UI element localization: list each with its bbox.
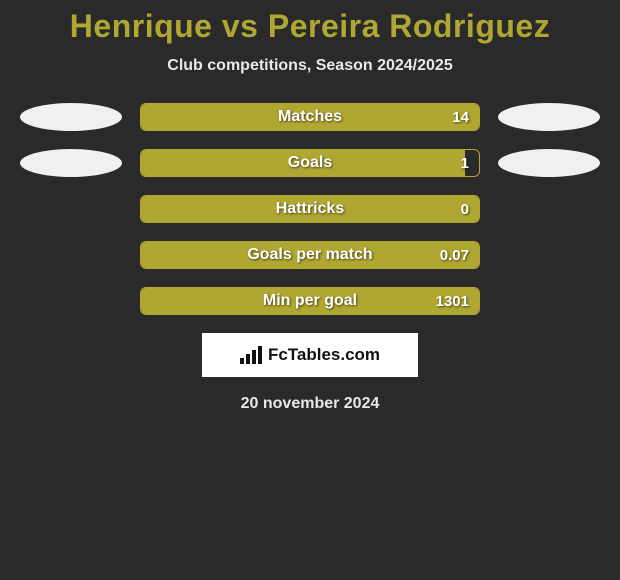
stat-row: Goals per match0.07 (0, 241, 620, 269)
brand-text: FcTables.com (268, 345, 380, 365)
brand-badge: FcTables.com (202, 333, 418, 377)
stat-label: Matches (141, 104, 479, 130)
right-ellipse (498, 149, 600, 177)
stat-value: 1301 (436, 288, 469, 314)
stat-row: Min per goal1301 (0, 287, 620, 315)
stat-label: Min per goal (141, 288, 479, 314)
stat-value: 0.07 (440, 242, 469, 268)
stat-row: Goals1 (0, 149, 620, 177)
page-title: Henrique vs Pereira Rodriguez (0, 8, 620, 45)
bar-chart-icon (240, 346, 262, 364)
stat-bar: Goals1 (140, 149, 480, 177)
stat-bar: Hattricks0 (140, 195, 480, 223)
date-text: 20 november 2024 (0, 395, 620, 413)
comparison-infographic: Henrique vs Pereira Rodriguez Club compe… (0, 0, 620, 413)
stat-label: Goals per match (141, 242, 479, 268)
stat-rows: Matches14 Goals1 Hattricks0 Goals per match… (0, 103, 620, 315)
left-ellipse (20, 149, 122, 177)
stat-label: Goals (141, 150, 479, 176)
stat-bar: Goals per match0.07 (140, 241, 480, 269)
subtitle: Club competitions, Season 2024/2025 (0, 57, 620, 75)
stat-row: Hattricks0 (0, 195, 620, 223)
stat-bar: Min per goal1301 (140, 287, 480, 315)
stat-row: Matches14 (0, 103, 620, 131)
stat-value: 0 (461, 196, 469, 222)
left-ellipse (20, 103, 122, 131)
stat-label: Hattricks (141, 196, 479, 222)
right-ellipse (498, 103, 600, 131)
stat-bar: Matches14 (140, 103, 480, 131)
stat-value: 14 (452, 104, 469, 130)
stat-value: 1 (461, 150, 469, 176)
